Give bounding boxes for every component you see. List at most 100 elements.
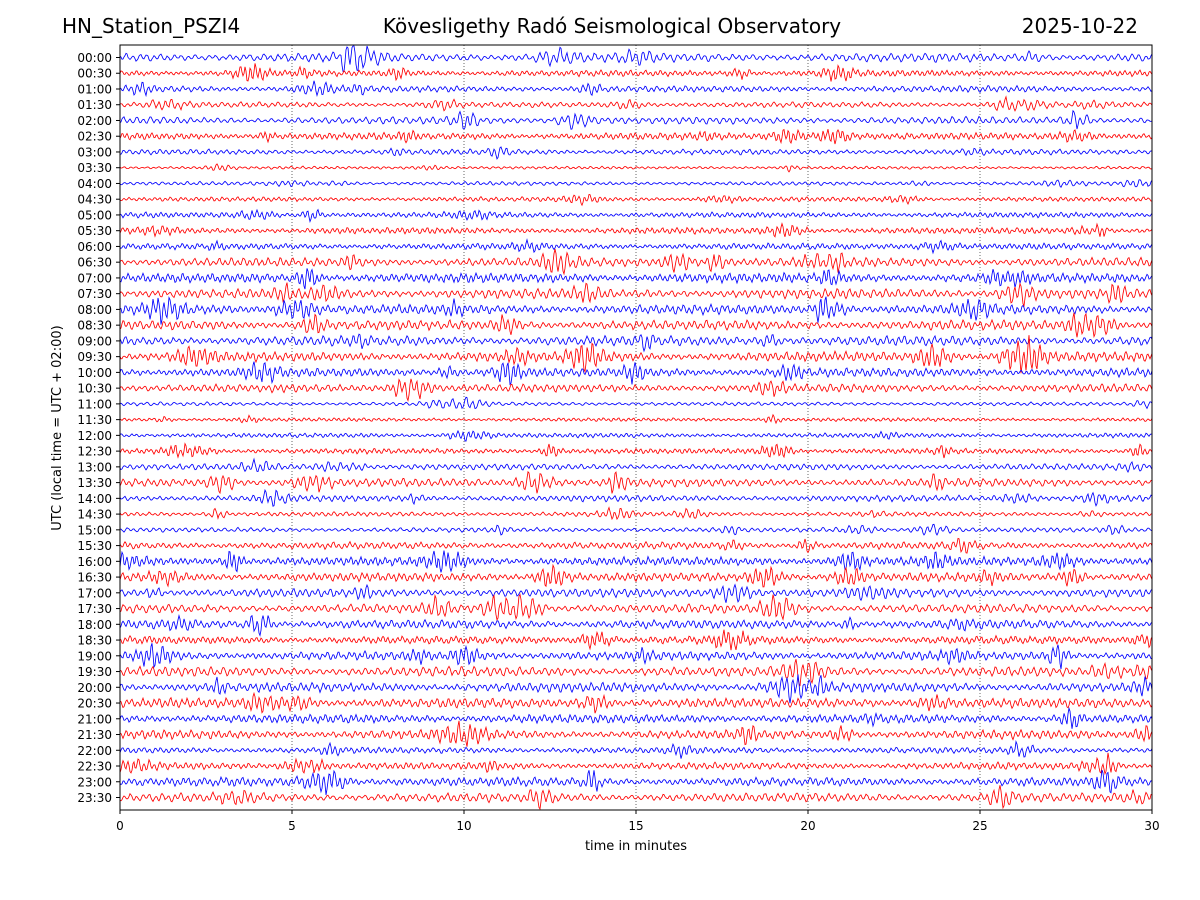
y-tick-label: 23:00 (77, 775, 112, 789)
grid (291, 45, 981, 810)
y-tick-label: 21:30 (77, 728, 112, 742)
y-tick-label: 19:30 (77, 665, 112, 679)
y-tick-label: 02:00 (77, 114, 112, 128)
y-tick-label: 22:30 (77, 760, 112, 774)
y-tick-label: 00:30 (77, 67, 112, 81)
y-tick-label: 07:30 (77, 287, 112, 301)
trace-0730 (119, 282, 1153, 308)
x-tick-label: 20 (800, 819, 815, 833)
trace-0600 (119, 238, 1153, 255)
x-axis-ticks: 0 5 10 15 20 25 30 (116, 810, 1160, 833)
y-tick-label: 10:00 (77, 366, 112, 380)
trace-2030 (119, 691, 1153, 714)
y-tick-label: 18:00 (77, 618, 112, 632)
y-tick-label: 04:00 (77, 177, 112, 191)
y-tick-label: 17:30 (77, 602, 112, 616)
y-tick-label: 13:00 (77, 460, 112, 474)
y-tick-label: 11:30 (77, 413, 112, 427)
trace-1300 (119, 457, 1153, 473)
trace-0930 (119, 335, 1153, 374)
y-tick-label: 16:30 (77, 571, 112, 585)
trace-2130 (119, 720, 1153, 747)
y-tick-label: 09:30 (77, 350, 112, 364)
trace-0000 (119, 45, 1153, 72)
x-tick-label: 5 (288, 819, 296, 833)
trace-1830 (119, 629, 1153, 651)
y-tick-label: 20:30 (77, 697, 112, 711)
y-tick-label: 01:30 (77, 98, 112, 112)
x-tick-label: 25 (972, 819, 987, 833)
observatory-title: Kövesligethy Radó Seismological Observat… (382, 14, 842, 38)
x-tick-label: 30 (1144, 819, 1159, 833)
y-tick-label: 22:00 (77, 744, 112, 758)
trace-0900 (119, 333, 1153, 353)
trace-0430 (119, 193, 1153, 207)
trace-0800 (119, 295, 1153, 325)
y-tick-label: 09:00 (77, 334, 112, 348)
trace-1030 (119, 378, 1153, 402)
trace-1900 (119, 643, 1153, 670)
trace-1100 (119, 396, 1153, 410)
y-tick-label: 01:00 (77, 82, 112, 96)
y-tick-label: 08:00 (77, 303, 112, 317)
y-tick-label: 08:30 (77, 319, 112, 333)
trace-1700 (119, 583, 1153, 603)
y-tick-label: 00:00 (77, 51, 112, 65)
trace-1500 (119, 523, 1153, 536)
y-tick-label: 06:30 (77, 256, 112, 270)
y-tick-label: 11:00 (77, 397, 112, 411)
trace-2330 (119, 785, 1153, 811)
trace-0530 (119, 222, 1153, 238)
y-tick-label: 15:00 (77, 523, 112, 537)
trace-2230 (119, 752, 1153, 776)
x-tick-label: 0 (116, 819, 124, 833)
trace-0030 (119, 63, 1153, 82)
trace-0500 (119, 208, 1153, 224)
y-tick-label: 12:00 (77, 429, 112, 443)
y-tick-label: 15:30 (77, 539, 112, 553)
trace-1230 (119, 442, 1153, 459)
y-tick-label: 03:30 (77, 161, 112, 175)
y-tick-label: 14:00 (77, 492, 112, 506)
trace-2300 (119, 769, 1153, 795)
trace-1530 (119, 537, 1153, 554)
y-tick-label: 21:00 (77, 712, 112, 726)
x-tick-label: 15 (628, 819, 643, 833)
trace-0230 (119, 128, 1153, 145)
y-tick-label: 10:30 (77, 382, 112, 396)
y-tick-label: 13:30 (77, 476, 112, 490)
y-tick-label: 06:00 (77, 240, 112, 254)
trace-1930 (119, 659, 1153, 687)
trace-1430 (119, 506, 1153, 521)
trace-0630 (119, 249, 1153, 276)
trace-1630 (119, 563, 1153, 588)
trace-2000 (119, 674, 1153, 704)
seismogram-traces (119, 45, 1153, 811)
y-tick-label: 04:30 (77, 193, 112, 207)
trace-1000 (119, 361, 1153, 386)
y-tick-label: 12:30 (77, 445, 112, 459)
trace-0130 (119, 95, 1153, 112)
y-tick-label: 03:00 (77, 145, 112, 159)
trace-0400 (119, 179, 1153, 188)
y-tick-label: 05:00 (77, 208, 112, 222)
y-tick-label: 23:30 (77, 791, 112, 805)
y-tick-label: 17:00 (77, 586, 112, 600)
trace-1600 (119, 550, 1153, 573)
y-tick-label: 18:30 (77, 634, 112, 648)
trace-0200 (119, 109, 1153, 130)
trace-1330 (119, 470, 1153, 495)
y-tick-label: 19:00 (77, 649, 112, 663)
trace-1400 (119, 488, 1153, 507)
y-tick-label: 16:00 (77, 555, 112, 569)
x-tick-label: 10 (456, 819, 471, 833)
trace-1800 (119, 613, 1153, 637)
station-name: HN_Station_PSZI4 (62, 14, 241, 38)
y-tick-label: 05:30 (77, 224, 112, 238)
trace-0700 (119, 268, 1153, 290)
trace-2200 (119, 739, 1153, 759)
trace-0100 (119, 80, 1153, 98)
trace-0300 (119, 146, 1153, 160)
